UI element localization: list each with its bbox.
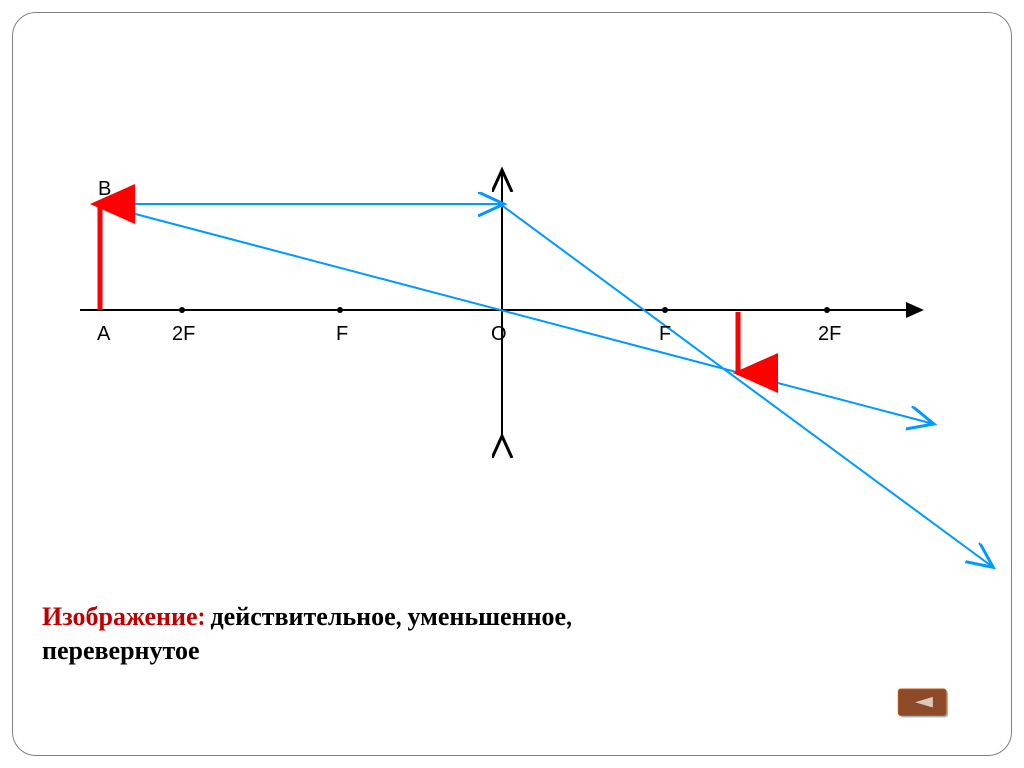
- label-2F-right: 2F: [818, 323, 841, 346]
- prev-slide-button[interactable]: [896, 688, 952, 720]
- caption: Изображение: действительное, уменьшенное…: [42, 600, 722, 668]
- label-F-left: F: [336, 323, 348, 346]
- label-O: O: [491, 323, 507, 346]
- caption-prefix: Изображение:: [42, 602, 205, 632]
- label-2F-left: 2F: [172, 323, 195, 346]
- ray-chief: [105, 206, 930, 423]
- ray-refracted: [500, 204, 990, 565]
- label-A: A: [97, 323, 110, 346]
- label-F-right: F: [659, 323, 671, 346]
- label-B: B: [98, 178, 111, 201]
